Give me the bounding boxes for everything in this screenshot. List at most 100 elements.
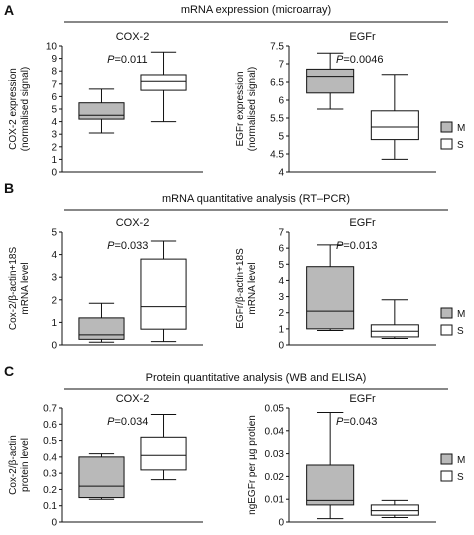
legend-label-m: M bbox=[457, 455, 465, 466]
y-tick-label: 6 bbox=[278, 96, 284, 107]
y-tick-label: 2 bbox=[51, 142, 57, 153]
p-value-label: P=0.0046 bbox=[336, 54, 383, 66]
chart-title: EGFr bbox=[349, 31, 376, 43]
y-tick-label: 1 bbox=[278, 324, 284, 335]
panel-letter-a: A bbox=[4, 2, 14, 18]
y-tick-label: 6 bbox=[51, 92, 57, 103]
y-tick-label: 5 bbox=[278, 260, 284, 271]
chart-c-cox2: COX-2 0 0.1 0.2 0.3 0.4 0.5 0.6 0.7 Cox-2/β-actin… bbox=[8, 393, 203, 529]
y-tick-label: 4 bbox=[278, 276, 284, 287]
y-tick-label: 2 bbox=[278, 308, 284, 319]
section-title-c: Protein quantitative analysis (WB and EL… bbox=[146, 372, 367, 384]
legend-label-m: M bbox=[457, 123, 465, 134]
y-tick-label: 3 bbox=[51, 273, 57, 284]
y-axis-label: ngEGFr per µg protien bbox=[247, 415, 258, 515]
legend-label-s: S bbox=[457, 326, 464, 337]
legend-a: M S bbox=[440, 121, 465, 151]
y-tick-label: 4.5 bbox=[270, 150, 284, 161]
legend-swatch-m bbox=[440, 453, 453, 465]
box-m bbox=[306, 464, 355, 506]
y-tick-label: 0.1 bbox=[43, 501, 57, 512]
legend-b: M S bbox=[440, 307, 465, 337]
y-axis-label: (normalised signal) bbox=[247, 67, 258, 151]
y-tick-label: 7.5 bbox=[270, 42, 284, 53]
section-title-a: mRNA expression (microarray) bbox=[181, 4, 331, 16]
y-tick-label: 7 bbox=[51, 79, 57, 90]
y-tick-label: 5 bbox=[278, 132, 284, 143]
box-m bbox=[78, 102, 125, 120]
y-tick-label: 3 bbox=[278, 292, 284, 303]
y-tick-label: 0 bbox=[278, 518, 284, 529]
y-tick-label: 0.4 bbox=[43, 452, 57, 463]
chart-c-egfr: EGFr 0 0.01 0.02 0.03 0.04 0.05 ngEGFr per µg p… bbox=[247, 393, 436, 529]
y-tick-label: 7 bbox=[278, 60, 284, 71]
y-tick-label: 0.05 bbox=[265, 404, 285, 415]
y-axis-label: mRNA level bbox=[247, 262, 258, 314]
box-s bbox=[140, 74, 187, 91]
box-s bbox=[370, 110, 419, 141]
chart-title: COX-2 bbox=[116, 393, 150, 405]
chart-b-cox2: COX-2 0 1 2 3 4 5 Cox-2/β-actin+18S mRNA level P=… bbox=[8, 217, 203, 352]
legend-swatch-s bbox=[440, 470, 453, 482]
y-tick-label: 2 bbox=[51, 295, 57, 306]
box-s bbox=[140, 436, 187, 471]
y-tick-label: 0.01 bbox=[265, 495, 285, 506]
box-m bbox=[78, 317, 125, 340]
y-tick-label: 6.5 bbox=[270, 78, 284, 89]
legend-label-s: S bbox=[457, 472, 464, 483]
section-title-b: mRNA quantitative analysis (RT–PCR) bbox=[162, 193, 350, 205]
legend-swatch-s bbox=[440, 324, 453, 336]
y-axis-label: EGFr/β-actin+18S bbox=[235, 248, 246, 329]
box-m bbox=[306, 68, 355, 94]
legend-swatch-m bbox=[440, 307, 453, 319]
y-tick-label: 5 bbox=[51, 105, 57, 116]
y-tick-label: 9 bbox=[51, 54, 57, 65]
p-value-label: P=0.033 bbox=[107, 240, 148, 252]
y-axis-label: mRNA level bbox=[20, 262, 31, 314]
y-axis-label: EGFr expression bbox=[235, 71, 246, 146]
box-m bbox=[78, 456, 125, 499]
legend-c: M S bbox=[440, 453, 465, 483]
y-tick-label: 0.6 bbox=[43, 420, 57, 431]
chart-title: COX-2 bbox=[116, 217, 150, 229]
panel-letter-c: C bbox=[4, 363, 14, 379]
y-tick-label: 3 bbox=[51, 130, 57, 141]
y-tick-label: 0 bbox=[51, 518, 57, 529]
legend-swatch-m bbox=[440, 121, 453, 133]
legend-label-s: S bbox=[457, 140, 464, 151]
panel-letter-b: B bbox=[4, 180, 14, 196]
y-tick-label: 5 bbox=[51, 228, 57, 239]
y-tick-label: 4 bbox=[278, 168, 284, 179]
chart-title: EGFr bbox=[349, 217, 376, 229]
y-tick-label: 0.03 bbox=[265, 449, 285, 460]
y-tick-label: 0.7 bbox=[43, 404, 57, 415]
y-tick-label: 0.2 bbox=[43, 485, 57, 496]
legend-swatch-s bbox=[440, 138, 453, 150]
box-m bbox=[306, 266, 355, 330]
y-axis-label: (normalised signal) bbox=[20, 67, 31, 151]
chart-a-egfr: EGFr 4 4.5 5 5.5 6 6.5 7 7.5 EGFr expression (norm… bbox=[235, 31, 436, 179]
y-tick-label: 6 bbox=[278, 244, 284, 255]
y-tick-label: 0.3 bbox=[43, 469, 57, 480]
p-value-label: P=0.011 bbox=[107, 54, 147, 66]
y-tick-label: 0.04 bbox=[265, 426, 285, 437]
y-tick-label: 0 bbox=[51, 168, 57, 179]
y-tick-label: 7 bbox=[278, 228, 284, 239]
y-axis-label: COX-2 expression bbox=[8, 68, 19, 150]
chart-a-cox2: COX-2 0 1 23 45 6 78 910 COX-2 expression (normal… bbox=[8, 31, 203, 179]
p-value-label: P=0.034 bbox=[107, 416, 148, 428]
p-value-label: P=0.013 bbox=[336, 240, 377, 252]
y-tick-label: 0 bbox=[51, 341, 57, 352]
y-axis-label: Cox-2/β-actin+18S bbox=[8, 247, 19, 331]
y-tick-label: 1 bbox=[51, 318, 57, 329]
box-s bbox=[140, 258, 187, 330]
y-tick-label: 4 bbox=[51, 117, 57, 128]
y-axis-label: protein level bbox=[20, 438, 31, 492]
y-tick-label: 0.5 bbox=[43, 436, 57, 447]
chart-b-egfr: EGFr 0 1 2 3 4 5 6 7 EGFr/β-actin+18S mRNA level P=… bbox=[235, 217, 436, 352]
y-tick-label: 5.5 bbox=[270, 114, 284, 125]
y-tick-label: 0.02 bbox=[265, 472, 285, 483]
y-tick-label: 1 bbox=[51, 155, 57, 166]
box-s bbox=[370, 504, 419, 516]
